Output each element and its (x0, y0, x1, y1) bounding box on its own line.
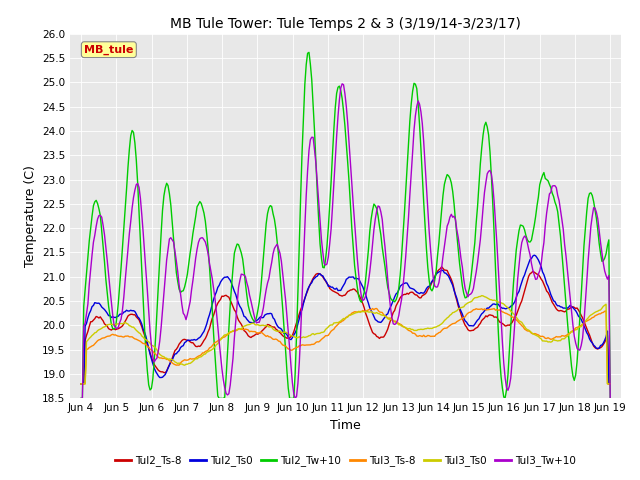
Tul2_Ts-8 (95, 315, 103, 321)
Tul2_Tw+10 (95, 206, 103, 212)
Tul3_Tw+10 (112, 325, 120, 331)
Tul3_Ts-8 (373, 306, 381, 312)
Tul2_Ts0 (454, 301, 462, 307)
Tul3_Tw+10 (606, 396, 614, 401)
Tul2_Ts0 (531, 252, 538, 258)
Line: Tul3_Ts0: Tul3_Ts0 (81, 296, 610, 384)
Line: Tul2_Tw+10: Tul2_Tw+10 (81, 52, 610, 398)
X-axis label: Time: Time (330, 419, 361, 432)
Text: MB_tule: MB_tule (84, 45, 134, 55)
Line: Tul3_Ts-8: Tul3_Ts-8 (81, 309, 610, 384)
Tul3_Ts0 (349, 311, 357, 317)
Tul3_Ts0 (454, 306, 462, 312)
Tul2_Ts-8 (77, 381, 85, 387)
Tul3_Tw+10 (456, 244, 463, 250)
Tul2_Tw+10 (77, 396, 85, 401)
Tul3_Ts0 (604, 381, 611, 387)
Line: Tul2_Ts-8: Tul2_Ts-8 (81, 267, 610, 384)
Tul3_Ts-8 (604, 381, 611, 387)
Tul3_Ts0 (112, 322, 120, 327)
Tul3_Ts-8 (112, 332, 120, 338)
Tul2_Ts0 (534, 257, 542, 263)
Tul2_Ts0 (112, 314, 120, 320)
Line: Tul2_Ts0: Tul2_Ts0 (81, 255, 610, 384)
Tul2_Tw+10 (534, 194, 542, 200)
Legend: Tul2_Ts-8, Tul2_Ts0, Tul2_Tw+10, Tul3_Ts-8, Tul3_Ts0, Tul3_Tw+10: Tul2_Ts-8, Tul2_Ts0, Tul2_Tw+10, Tul3_Ts… (111, 451, 580, 470)
Y-axis label: Temperature (C): Temperature (C) (24, 165, 36, 267)
Tul3_Tw+10 (604, 276, 611, 282)
Tul2_Ts-8 (534, 272, 542, 277)
Tul3_Ts-8 (456, 317, 463, 323)
Tul3_Tw+10 (95, 213, 103, 218)
Tul2_Ts0 (604, 328, 611, 334)
Tul2_Tw+10 (604, 243, 611, 249)
Tul2_Ts-8 (349, 286, 357, 292)
Tul3_Ts-8 (349, 310, 357, 315)
Tul3_Ts-8 (606, 381, 614, 387)
Tul2_Ts-8 (606, 381, 614, 387)
Tul2_Ts-8 (456, 307, 463, 312)
Tul3_Tw+10 (351, 219, 358, 225)
Tul2_Ts0 (349, 274, 357, 280)
Tul3_Ts0 (77, 381, 85, 387)
Tul3_Ts-8 (77, 381, 85, 387)
Tul2_Ts0 (606, 381, 614, 387)
Tul2_Tw+10 (456, 261, 463, 267)
Tul2_Ts-8 (112, 327, 120, 333)
Tul2_Ts-8 (604, 333, 611, 338)
Tul3_Ts0 (478, 293, 486, 299)
Tul3_Tw+10 (534, 271, 542, 277)
Tul3_Ts0 (606, 381, 614, 387)
Tul3_Ts0 (534, 334, 542, 339)
Tul3_Ts-8 (95, 337, 103, 343)
Tul2_Tw+10 (606, 396, 614, 401)
Tul2_Ts0 (95, 300, 103, 306)
Line: Tul3_Tw+10: Tul3_Tw+10 (81, 84, 610, 398)
Tul3_Tw+10 (77, 396, 85, 401)
Tul2_Tw+10 (351, 263, 358, 268)
Tul2_Tw+10 (112, 325, 120, 331)
Tul3_Ts0 (95, 327, 103, 333)
Tul2_Tw+10 (305, 49, 313, 55)
Tul2_Ts0 (77, 381, 85, 387)
Title: MB Tule Tower: Tule Temps 2 & 3 (3/19/14-3/23/17): MB Tule Tower: Tule Temps 2 & 3 (3/19/14… (170, 17, 521, 31)
Tul2_Ts-8 (438, 264, 445, 270)
Tul3_Tw+10 (339, 81, 346, 87)
Tul3_Ts-8 (534, 332, 542, 338)
